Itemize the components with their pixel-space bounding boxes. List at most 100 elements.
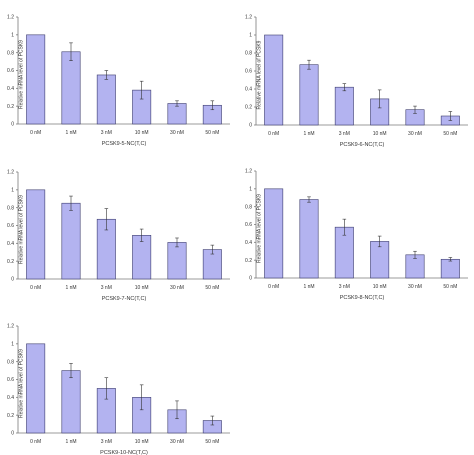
- bar: [264, 188, 284, 279]
- chart-panel-3: 0 0.2 0.4 0.6 0.8 1 1.2 0 nM 1 nM 3 nM 10 nM 30 nM 5…: [7, 170, 230, 302]
- error-bar: [448, 257, 453, 262]
- y-tick-label: 0.8: [7, 205, 14, 211]
- x-tick-label: 50 nM: [205, 439, 219, 445]
- error-bar: [139, 228, 144, 242]
- error-bar: [69, 42, 73, 61]
- y-tick-label: 0: [11, 431, 14, 437]
- y-tick-label: 0.4: [245, 240, 252, 246]
- x-axis-title: PCSK9-5-NC(T,C): [102, 141, 147, 147]
- y-tick-label: 0: [11, 122, 14, 128]
- y-tick-label: 0.8: [245, 204, 252, 210]
- error-bar: [210, 244, 215, 255]
- y-tick-label: 0: [249, 123, 252, 129]
- error-bar: [175, 237, 179, 248]
- x-tick-label: 3 nM: [339, 284, 350, 290]
- y-axis-title: Relative mRNA level of PCSK9: [257, 40, 263, 109]
- y-axis-title: Relative mRNA level of PCSK9: [257, 194, 263, 263]
- y-tick-label: 0.4: [7, 86, 14, 92]
- y-tick-label: 1: [11, 188, 14, 194]
- x-tick-label: 1 nM: [65, 439, 76, 445]
- x-tick-label: 3 nM: [101, 285, 112, 291]
- y-tick-label: 0.8: [245, 51, 252, 57]
- x-tick-label: 1 nM: [303, 131, 314, 137]
- error-bar: [307, 196, 311, 203]
- y-tick-label: 0.2: [7, 413, 14, 419]
- error-bar: [210, 415, 215, 426]
- error-bar: [104, 70, 109, 80]
- x-tick-label: 3 nM: [339, 131, 350, 137]
- y-tick-label: 1.2: [7, 15, 14, 21]
- error-bar: [175, 400, 179, 420]
- bar: [167, 242, 187, 280]
- y-tick-label: 0.2: [7, 104, 14, 110]
- y-tick-label: 1: [11, 342, 14, 348]
- error-bar: [377, 89, 382, 109]
- error-bar: [139, 384, 144, 411]
- y-axis-title: Relative mRNA level of PCSK9: [19, 349, 25, 418]
- error-bar: [342, 218, 347, 236]
- x-tick-label: 50 nM: [205, 285, 219, 291]
- x-tick-label: 30 nM: [170, 130, 184, 136]
- x-tick-label: 50 nM: [205, 130, 219, 136]
- error-bar: [69, 363, 73, 379]
- bar: [299, 199, 319, 279]
- x-tick-label: 0 nM: [30, 130, 41, 136]
- x-axis-title: PCSK9-6-NC(T,C): [340, 142, 385, 148]
- y-tick-label: 0.8: [7, 50, 14, 56]
- y-axis-title: Relative mRNA level of PCSK9: [19, 40, 25, 109]
- bar: [61, 51, 81, 125]
- y-tick-label: 1: [249, 33, 252, 39]
- x-tick-label: 3 nM: [101, 439, 112, 445]
- error-bar: [413, 250, 417, 259]
- x-tick-label: 50 nM: [443, 284, 457, 290]
- x-axis-title: PCSK9-8-NC(T,C): [340, 295, 385, 301]
- x-tick-label: 10 nM: [135, 439, 149, 445]
- error-bar: [104, 377, 109, 400]
- y-tick-label: 1.2: [245, 15, 252, 21]
- y-tick-label: 0.6: [7, 377, 14, 383]
- bar: [26, 343, 46, 434]
- y-tick-label: 0.4: [245, 87, 252, 93]
- bar: [61, 370, 81, 434]
- y-tick-label: 0.2: [7, 259, 14, 265]
- y-tick-label: 0.4: [7, 241, 14, 247]
- y-axis-title: Relative mRNA level of PCSK9: [19, 195, 25, 264]
- bar: [334, 86, 354, 126]
- error-bar: [104, 208, 109, 231]
- y-tick-label: 1.2: [7, 170, 14, 176]
- y-tick-label: 0: [11, 277, 14, 283]
- x-tick-label: 30 nM: [170, 439, 184, 445]
- bar: [132, 235, 152, 280]
- x-tick-label: 30 nM: [170, 285, 184, 291]
- chart-panel-2: 0 0.2 0.4 0.6 0.8 1 1.2 0 nM 1 nM 3 nM 10 nM 30 nM 5…: [245, 15, 468, 148]
- bar: [26, 34, 46, 125]
- chart-panel-5: 0 0.2 0.4 0.6 0.8 1 1.2 0 nM 1 nM 3 nM 10 nM 30 nM 5…: [7, 324, 230, 455]
- x-tick-label: 0 nM: [268, 284, 279, 290]
- x-axis-title: PCSK9-10-NC(T,C): [100, 450, 148, 455]
- bar: [61, 202, 81, 280]
- bar: [299, 64, 319, 126]
- x-tick-label: 0 nM: [30, 439, 41, 445]
- x-tick-label: 10 nM: [373, 284, 387, 290]
- x-tick-label: 50 nM: [443, 131, 457, 137]
- error-bar: [413, 105, 417, 114]
- error-bar: [175, 100, 179, 107]
- x-tick-label: 10 nM: [135, 285, 149, 291]
- error-bar: [69, 195, 73, 211]
- y-tick-label: 1: [249, 187, 252, 193]
- error-bar: [210, 100, 215, 111]
- y-tick-label: 1.2: [245, 169, 252, 175]
- x-axis-title: PCSK9-7-NC(T,C): [102, 296, 147, 302]
- bar: [440, 258, 460, 279]
- bar: [26, 189, 46, 280]
- chart-panel-1: 0 0.2 0.4 0.6 0.8 1 1.2 0 nM 1 nM 3 nM 10 nM 30 nM 5…: [7, 15, 230, 147]
- y-tick-label: 0.4: [7, 395, 14, 401]
- x-tick-label: 30 nM: [408, 284, 422, 290]
- y-tick-label: 0: [249, 276, 252, 282]
- y-tick-label: 0.8: [7, 359, 14, 365]
- x-tick-label: 1 nM: [65, 130, 76, 136]
- y-tick-label: 0.2: [245, 258, 252, 264]
- y-tick-label: 0.6: [245, 222, 252, 228]
- y-tick-label: 0.6: [245, 69, 252, 75]
